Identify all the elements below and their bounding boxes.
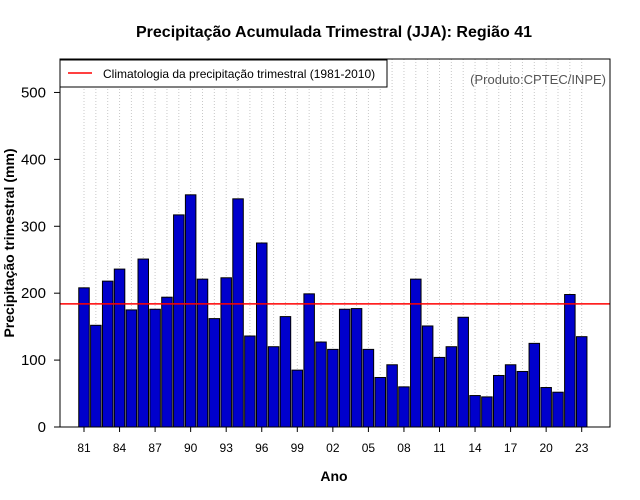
bar-2004 <box>350 308 363 428</box>
bar-2009 <box>410 278 422 428</box>
y-tick-label: 100 <box>21 352 46 369</box>
x-tick-label: 90 <box>184 441 198 455</box>
y-tick-label: 200 <box>21 285 46 302</box>
bar-2000 <box>303 293 315 428</box>
x-tick-label: 99 <box>291 441 305 455</box>
bar-2012 <box>445 346 458 428</box>
x-tick-label: 14 <box>468 441 482 455</box>
bar-2002 <box>327 348 339 428</box>
bar-1996 <box>256 242 268 428</box>
bar-2014 <box>469 395 481 428</box>
bar-2013 <box>457 316 469 428</box>
bar-2016 <box>493 374 505 428</box>
x-axis-label: Ano <box>320 468 347 484</box>
y-axis: 0 100 200 300 400 500 <box>21 84 60 436</box>
bar-1993 <box>220 277 232 428</box>
x-axis: 81 84 87 90 93 96 99 02 05 08 11 14 17 20 23 <box>77 427 589 455</box>
bar-1986 <box>137 258 149 428</box>
legend: Climatologia da precipitação trimestral … <box>59 59 388 88</box>
x-tick-label: 08 <box>397 441 411 455</box>
bar-2017 <box>504 364 517 428</box>
x-tick-label: 02 <box>326 441 340 455</box>
bar-1987 <box>149 308 161 428</box>
bar-2005 <box>362 348 375 428</box>
bar-2006 <box>374 376 386 428</box>
plot-frame <box>59 58 611 428</box>
y-axis-label: Precipitação trimestral (mm) <box>1 148 17 337</box>
bar-2021 <box>552 391 564 428</box>
x-tick-label: 87 <box>148 441 162 455</box>
bar-1997 <box>267 346 280 428</box>
x-tick-label: 84 <box>113 441 127 455</box>
bar-1995 <box>244 335 256 428</box>
bar-1992 <box>208 318 221 428</box>
bar-2022 <box>564 294 576 428</box>
y-tick-label: 400 <box>21 151 46 168</box>
x-tick-label: 23 <box>575 441 589 455</box>
bar-1988 <box>161 296 173 428</box>
bar-1985 <box>125 309 138 428</box>
bar-1984 <box>113 268 126 428</box>
bar-2007 <box>386 364 398 428</box>
bar-1982 <box>90 324 102 428</box>
bar-1989 <box>173 214 185 428</box>
bar-1998 <box>279 316 292 428</box>
bar-1990 <box>184 194 197 428</box>
bar-1991 <box>196 278 209 428</box>
legend-climatology-label: Climatologia da precipitação trimestral … <box>103 67 375 81</box>
bar-2010 <box>421 325 434 428</box>
x-tick-label: 17 <box>504 441 518 455</box>
y-tick-label: 300 <box>21 218 46 235</box>
bar-2001 <box>315 341 327 428</box>
x-tick-label: 93 <box>220 441 234 455</box>
bar-2019 <box>528 342 541 428</box>
chart-title: Precipitação Acumulada Trimestral (JJA):… <box>136 24 532 41</box>
bar-2020 <box>540 387 552 428</box>
x-tick-label: 11 <box>433 441 446 455</box>
bar-2018 <box>516 370 529 428</box>
bar-1999 <box>291 369 304 428</box>
bar-2011 <box>433 356 446 428</box>
y-tick-label: 0 <box>38 419 46 436</box>
bar-1983 <box>101 280 114 428</box>
source-annotation: (Produto:CPTEC/INPE) <box>470 72 606 87</box>
y-tick-label: 500 <box>21 84 46 101</box>
x-tick-label: 20 <box>539 441 553 455</box>
bars <box>78 194 588 428</box>
x-tick-label: 81 <box>77 441 91 455</box>
bar-2015 <box>481 396 493 428</box>
x-tick-label: 96 <box>255 441 269 455</box>
x-tick-label: 05 <box>362 441 376 455</box>
bar-1994 <box>232 198 244 428</box>
bar-1981 <box>78 287 90 428</box>
bar-2008 <box>398 386 410 428</box>
bar-2023 <box>575 336 588 428</box>
bar-2003 <box>338 308 351 428</box>
legend-box <box>59 59 388 88</box>
